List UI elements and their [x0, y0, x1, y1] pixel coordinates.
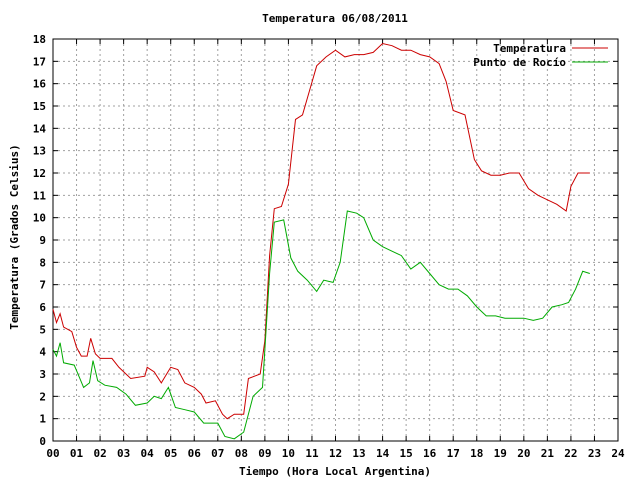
y-tick-label: 6 — [39, 301, 46, 314]
series-line-temperatura — [52, 42, 590, 420]
y-tick-label: 0 — [39, 435, 46, 448]
x-tick-label: 24 — [611, 447, 625, 460]
series-layer — [52, 42, 590, 440]
y-tick-label: 5 — [39, 323, 46, 336]
x-tick-label: 19 — [494, 447, 507, 460]
x-tick-label: 12 — [329, 447, 342, 460]
legend-label: Punto de Rocío — [473, 56, 566, 69]
x-tick-label: 02 — [93, 447, 106, 460]
x-tick-label: 08 — [235, 447, 248, 460]
series-line-punto-de-rocio — [52, 210, 590, 440]
y-tick-label: 14 — [33, 122, 47, 135]
y-tick-label: 3 — [39, 368, 46, 381]
x-tick-label: 14 — [376, 447, 390, 460]
y-tick-label: 16 — [33, 78, 47, 91]
x-tick-label: 00 — [46, 447, 59, 460]
x-tick-label: 11 — [305, 447, 319, 460]
y-tick-label: 10 — [33, 212, 46, 225]
y-tick-label: 2 — [39, 390, 46, 403]
y-tick-label: 9 — [39, 234, 46, 247]
x-tick-label: 13 — [352, 447, 365, 460]
y-tick-label: 4 — [39, 346, 46, 359]
x-axis-label: Tiempo (Hora Local Argentina) — [239, 465, 431, 478]
y-axis-label: Temperatura (Grados Celsius) — [8, 144, 21, 329]
x-tick-label: 01 — [70, 447, 84, 460]
y-tick-label: 18 — [33, 33, 46, 46]
y-tick-label: 12 — [33, 167, 46, 180]
x-tick-label: 23 — [588, 447, 601, 460]
x-tick-label: 07 — [211, 447, 224, 460]
x-tick-label: 10 — [282, 447, 295, 460]
x-tick-label: 17 — [447, 447, 460, 460]
axis-ticks — [52, 38, 619, 442]
x-tick-label: 20 — [517, 447, 530, 460]
x-tick-label: 03 — [117, 447, 130, 460]
x-tick-label: 06 — [188, 447, 202, 460]
y-tick-label: 13 — [33, 145, 46, 158]
x-tick-labels: 00 01 02 03 04 05 06 07 08 09 10 11 12 13 14 15 16 17 18 19… — [46, 447, 625, 460]
grid — [53, 39, 618, 441]
y-tick-label: 11 — [33, 189, 47, 202]
y-tick-label: 7 — [39, 279, 46, 292]
x-tick-label: 16 — [423, 447, 437, 460]
x-tick-label: 21 — [541, 447, 555, 460]
y-tick-label: 17 — [33, 55, 46, 68]
x-tick-label: 05 — [164, 447, 177, 460]
chart-title: Temperatura 06/08/2011 — [262, 12, 408, 25]
x-tick-label: 04 — [141, 447, 155, 460]
x-tick-label: 22 — [564, 447, 577, 460]
x-tick-label: 09 — [258, 447, 271, 460]
y-tick-label: 1 — [39, 413, 46, 426]
y-tick-label: 15 — [33, 100, 46, 113]
x-tick-label: 15 — [400, 447, 413, 460]
legend-label: Temperatura — [493, 42, 566, 55]
x-tick-label: 18 — [470, 447, 483, 460]
y-tick-label: 8 — [39, 256, 46, 269]
